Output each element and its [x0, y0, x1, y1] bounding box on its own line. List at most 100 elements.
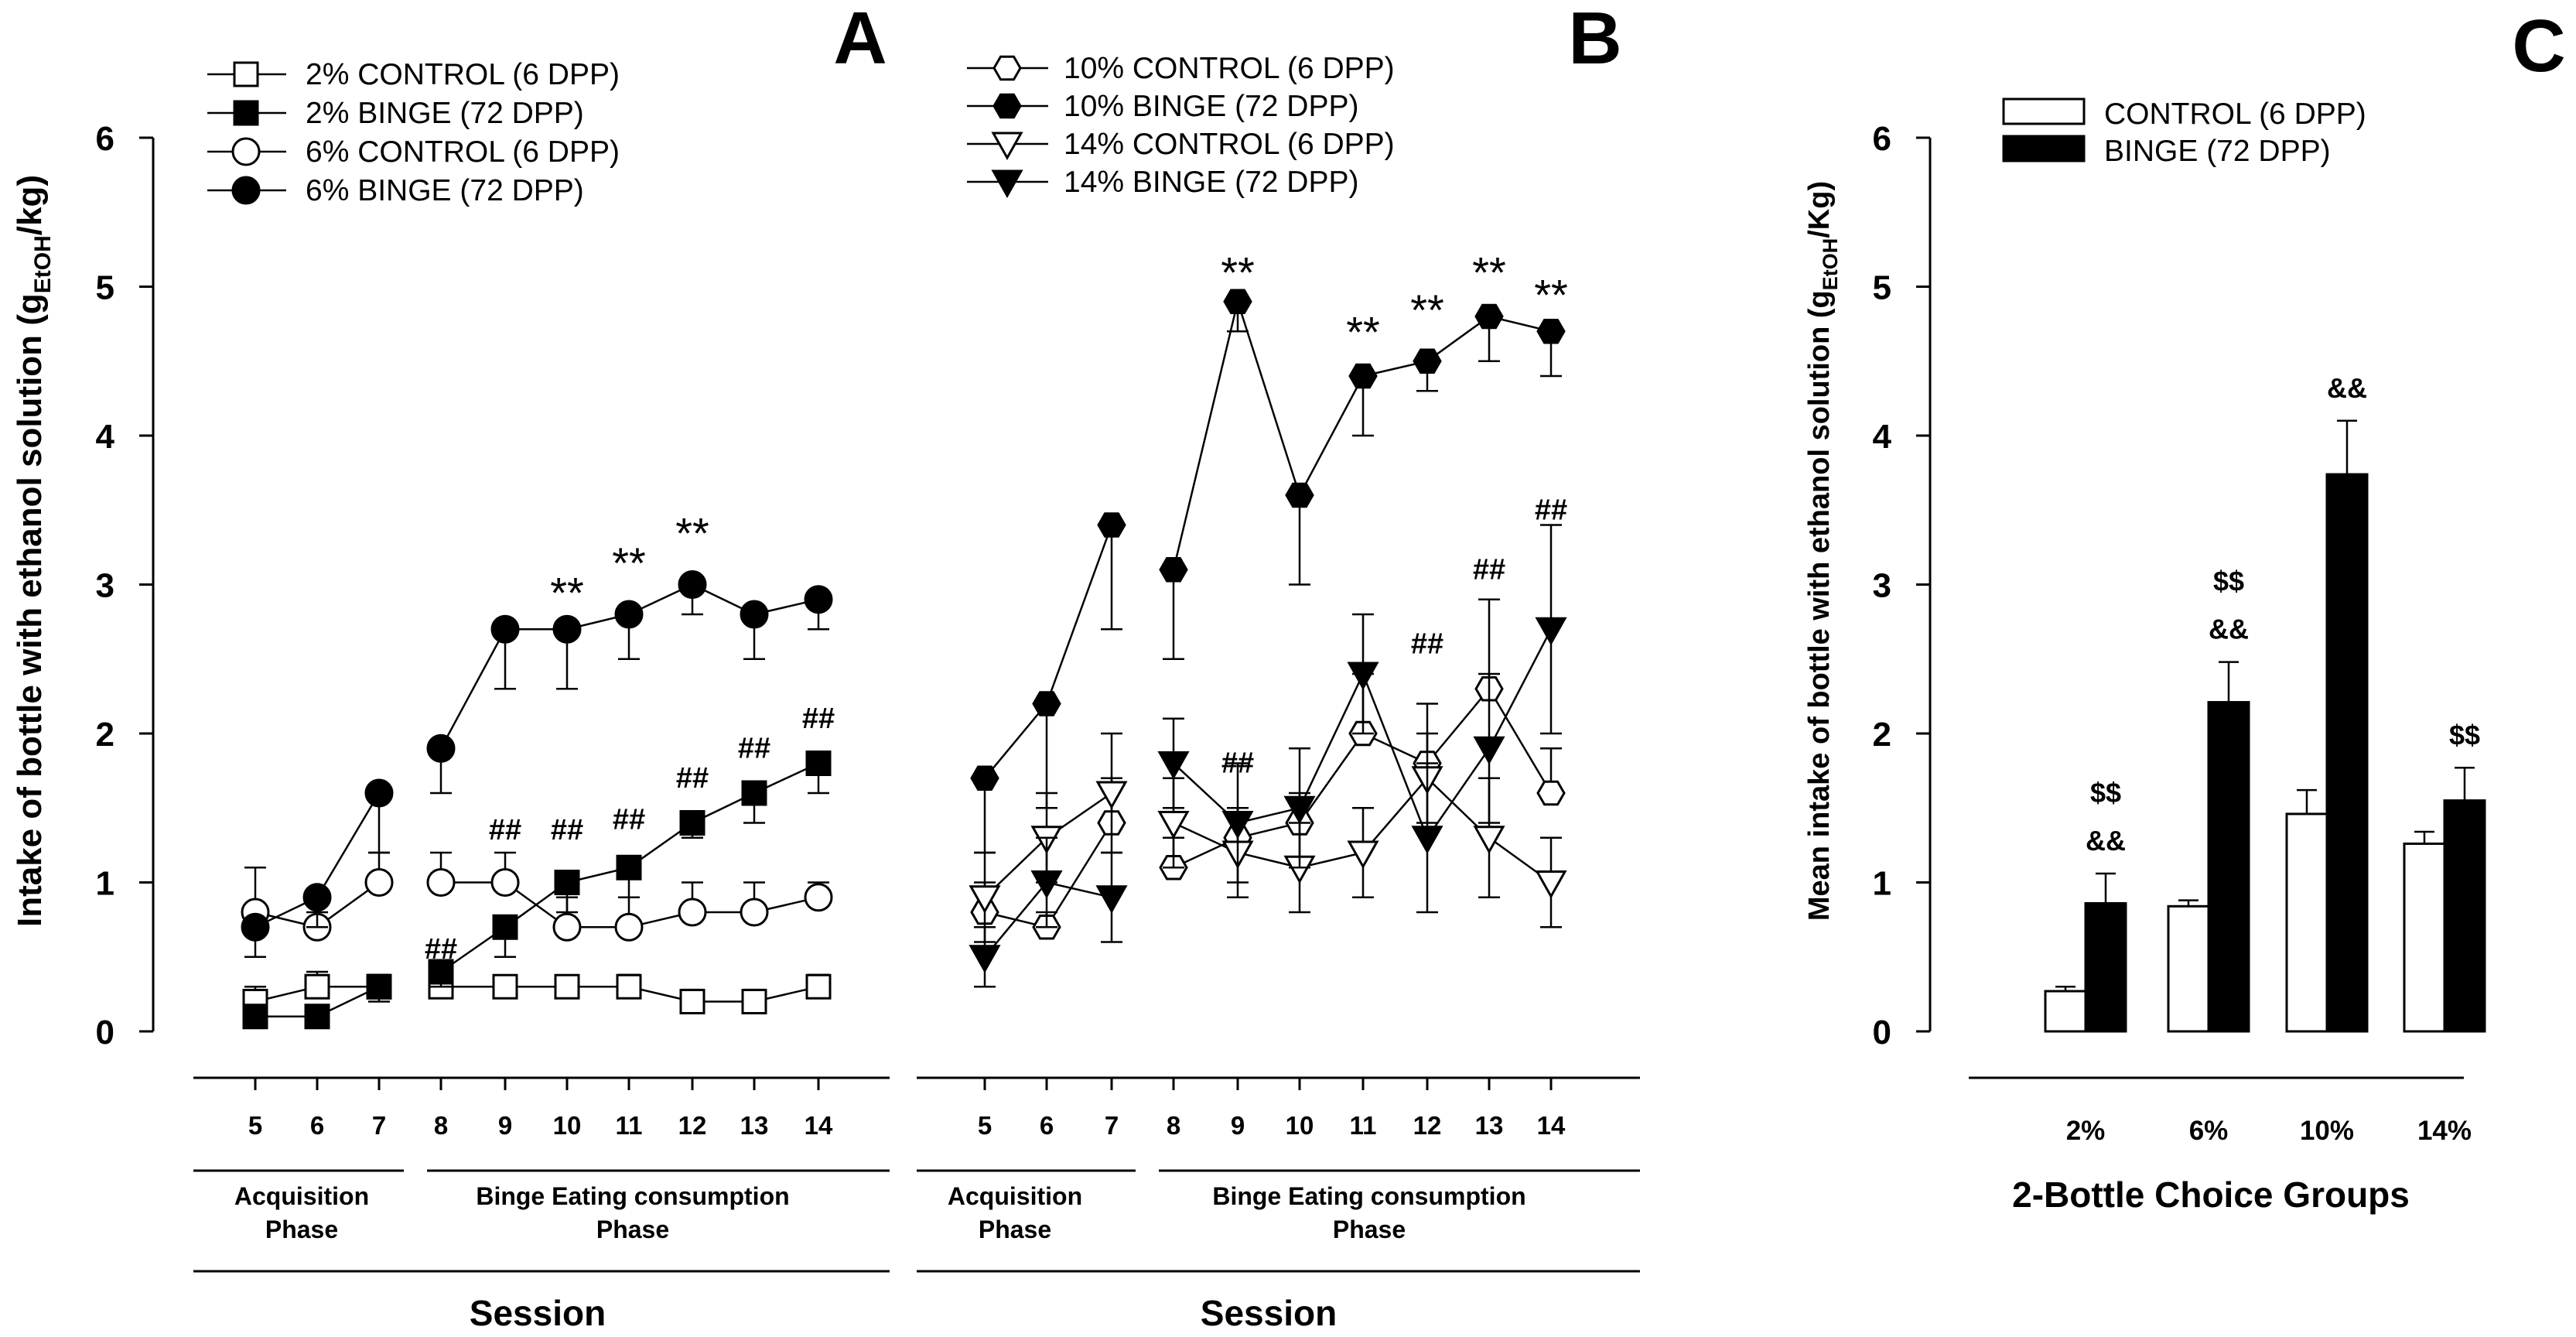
panel-b-legend-symbol-10-control-6-dpp	[992, 55, 1022, 81]
panel-a-2-binge-72-dpp-point-12	[679, 810, 705, 836]
panel-a-2-binge-72-dpp-point-6	[304, 1004, 330, 1030]
panel-a-ylabel-end: /kg)	[11, 175, 49, 235]
panel-c-y-tick-label-3: 3	[1873, 567, 1891, 605]
panel-b-acq-phase-line2: Phase	[979, 1216, 1051, 1243]
panel-a-6-control-6-dpp-point-13	[740, 898, 769, 927]
panel-c-bar-control-6-dpp-10	[2285, 812, 2328, 1033]
panel-a-legend-label-3: 6% CONTROL (6 DPP)	[306, 135, 620, 169]
panel-a-2-control-6-dpp-point-12	[679, 989, 705, 1014]
panel-a-legend-label-2: 2% BINGE (72 DPP)	[306, 97, 584, 130]
panel-c-legend-label-2: BINGE (72 DPP)	[2104, 135, 2331, 168]
panel-a-y-tick-label-5: 5	[96, 269, 114, 307]
panel-b-x-tick-label-10: 10	[1286, 1111, 1314, 1140]
panel-c-bar-binge-72-dpp-6	[2207, 701, 2250, 1033]
panel-a-ylabel-sub: EtOH	[30, 235, 56, 293]
panel-a-6-binge-72-dpp-point-8	[426, 733, 456, 763]
panel-b-legend-symbol-14-binge-72-dpp	[991, 169, 1023, 199]
panel-c-letter: C	[2512, 5, 2565, 87]
panel-b-10-binge-72-dpp-point-8	[1159, 557, 1188, 583]
panel-b-10-binge-72-dpp-point-9	[1223, 289, 1252, 314]
panel-c-annotation-6-1: $$	[2213, 566, 2244, 597]
panel-b-10-binge-72-dpp-point-13	[1474, 303, 1504, 330]
panel-a-6-control-6-dpp-point-7	[364, 868, 394, 897]
panel-a-2-control-6-dpp-point-9	[492, 973, 518, 1000]
panel-b-x-tick-label-14: 14	[1537, 1111, 1566, 1140]
panel-b-acq-phase-line1: Acquisition	[948, 1182, 1082, 1210]
panel-c-legend-label-1: CONTROL (6 DPP)	[2104, 97, 2366, 131]
panel-b-xlabel: Session	[1201, 1293, 1337, 1333]
panel-b-14-binge-72-dpp-point-6	[1030, 870, 1063, 899]
panel-b-14-binge-72-dpp-point-13	[1473, 736, 1505, 765]
panel-a-legend-symbol-6-control-6-dpp	[231, 137, 261, 166]
panel-a-6-binge-72-dpp-point-7	[364, 778, 394, 808]
panel-c-ylabel-end: /Kg)	[1803, 181, 1836, 238]
panel-a-x-tick-label-14: 14	[805, 1111, 833, 1140]
panel-c-bar-control-6-dpp-6	[2167, 904, 2210, 1033]
panel-a-6-binge-72-dpp-point-6	[302, 883, 332, 912]
panel-b-10-binge-72-dpp-point-5	[970, 765, 999, 791]
panel-a-y-tick-label-1: 1	[96, 865, 114, 903]
panel-c-annotation-10-1: &&	[2327, 372, 2367, 404]
panel-b-annotation-8: ##	[1473, 553, 1505, 586]
panel-a-2-binge-72-dpp-point-10	[554, 870, 580, 895]
panel-b-14-binge-72-dpp-point-14	[1535, 617, 1567, 646]
panel-a-legend-symbol-6-binge-72-dpp	[231, 176, 261, 205]
panel-a-2-binge-72-dpp-point-13	[741, 780, 767, 806]
panel-b-annotation-5: **	[1534, 271, 1568, 320]
panel-a-2-binge-72-dpp-point-9	[492, 914, 518, 940]
panel-a-acq-phase-line1: Acquisition	[234, 1182, 369, 1210]
panel-c-y-tick-label-4: 4	[1873, 418, 1892, 456]
panel-a-y-tick-label-4: 4	[96, 418, 115, 456]
panel-b-14-binge-72-dpp-point-8	[1157, 751, 1190, 780]
panel-a-x-tick-label-5: 5	[248, 1111, 262, 1140]
panel-a-2-control-6-dpp-point-10	[554, 973, 580, 1000]
panel-a-2-control-6-dpp-point-11	[616, 973, 642, 1000]
panel-b-x-tick-label-5: 5	[978, 1111, 992, 1140]
panel-c-y-tick-label-6: 6	[1873, 120, 1891, 158]
panel-a-2-control-6-dpp-point-6	[304, 973, 330, 1000]
panel-a-2-binge-72-dpp-point-11	[616, 854, 642, 881]
panel-a-letter: A	[833, 0, 887, 80]
panel-a-x-tick-label-9: 9	[498, 1111, 512, 1140]
panel-b-annotation-3: **	[1410, 286, 1444, 334]
panel-a-annotation-6: ##	[551, 814, 583, 846]
panel-a-annotation-4: ##	[425, 933, 457, 966]
panel-b-annotation-2: **	[1346, 308, 1380, 357]
panel-b-10-control-6-dpp-point-14	[1536, 780, 1566, 806]
panel-a-6-binge-72-dpp-point-14	[804, 585, 833, 614]
panel-c-y-tick-label-2: 2	[1873, 716, 1891, 754]
panel-b-14-control-6-dpp-point-14	[1535, 870, 1567, 899]
panel-a-x-tick-label-13: 13	[740, 1111, 769, 1140]
panel-a-6-control-6-dpp-point-9	[490, 868, 520, 897]
panel-c-y-tick-label-5: 5	[1873, 269, 1891, 307]
panel-a-6-binge-72-dpp-point-11	[614, 600, 644, 629]
panel-a-legend-label-1: 2% CONTROL (6 DPP)	[306, 58, 620, 91]
panel-b-14-binge-72-dpp-point-11	[1347, 662, 1379, 691]
panel-a-2-binge-72-dpp-point-5	[242, 1004, 268, 1030]
panel-c-category-label-10: 10%	[2300, 1116, 2354, 1146]
panel-c-category-label-14: 14%	[2417, 1116, 2472, 1146]
panel-b-14-control-6-dpp-point-8	[1157, 811, 1190, 839]
panel-b-10-binge-72-dpp-point-10	[1285, 482, 1314, 508]
panel-b-x-tick-label-13: 13	[1475, 1111, 1504, 1140]
panel-c-ylabel: Mean intake of bottle with ethanol solut…	[1803, 181, 1842, 921]
panel-c-bar-binge-72-dpp-2	[2084, 901, 2127, 1033]
panel-a-y-tick-label-6: 6	[96, 120, 114, 158]
panel-a-xlabel: Session	[470, 1293, 606, 1333]
panel-c-category-label-2: 2%	[2066, 1116, 2106, 1146]
panel-c-legend-swatch-binge	[2002, 135, 2086, 162]
panel-b-x-tick-label-11: 11	[1350, 1111, 1377, 1140]
panel-a-6-binge-72-dpp-point-12	[678, 570, 707, 599]
panel-a-annotation-7: ##	[613, 804, 645, 836]
panel-a-x-tick-label-7: 7	[372, 1111, 386, 1140]
panel-a-6-binge-72-dpp-point-9	[490, 614, 520, 644]
panel-a-6-binge-72-dpp-point-5	[241, 912, 270, 942]
panel-a-x-tick-label-6: 6	[310, 1111, 324, 1140]
panel-b-10-binge-72-dpp-point-12	[1413, 348, 1442, 374]
panel-c-y-tick-label-1: 1	[1873, 865, 1891, 903]
panel-b-legend-label-2: 10% BINGE (72 DPP)	[1064, 90, 1358, 123]
panel-b-annotation-1: **	[1221, 248, 1255, 297]
panel-b-14-binge-72-dpp-point-9	[1221, 811, 1254, 839]
